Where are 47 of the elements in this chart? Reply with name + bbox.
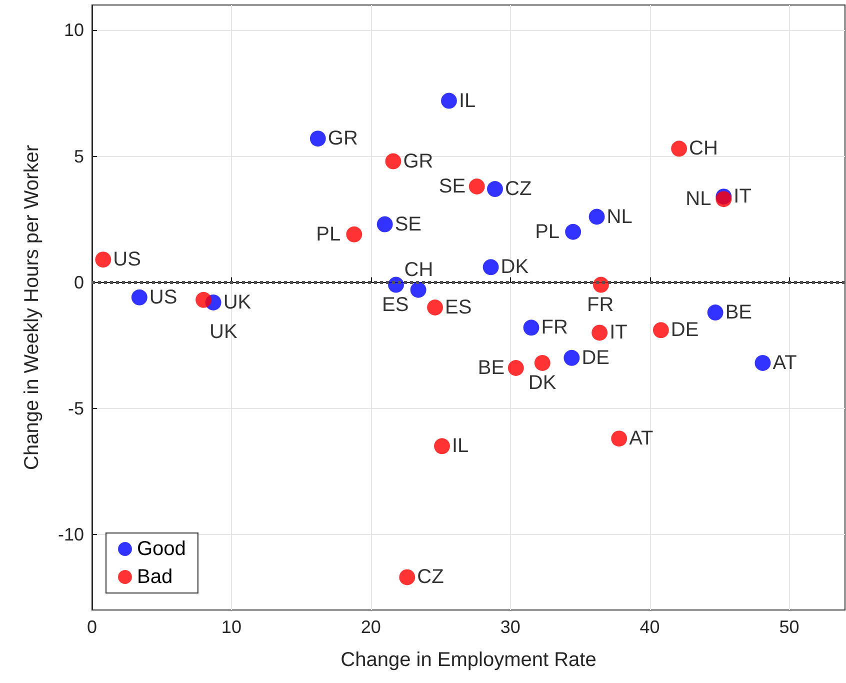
data-label: FR bbox=[541, 316, 568, 339]
data-label: AT bbox=[629, 428, 654, 450]
data-label: ES bbox=[445, 296, 472, 318]
data-label: GR bbox=[403, 150, 434, 172]
legend-label: Bad bbox=[137, 566, 173, 588]
data-label: CH bbox=[689, 138, 718, 160]
data-label: AT bbox=[772, 352, 797, 374]
data-label: DE bbox=[670, 319, 699, 342]
x-tick-label: 30 bbox=[500, 617, 520, 637]
x-tick-label: 20 bbox=[360, 617, 381, 637]
data-label: DK bbox=[528, 372, 557, 394]
data-label: SE bbox=[394, 213, 422, 236]
y-tick-label: -10 bbox=[58, 524, 84, 544]
data-label: IL bbox=[458, 90, 476, 112]
data-label: PL bbox=[535, 220, 560, 243]
y-tick-label: 10 bbox=[64, 20, 84, 40]
x-tick-label: 0 bbox=[86, 617, 98, 637]
x-axis-title: Change in Employment Rate bbox=[340, 649, 596, 671]
data-label: CH bbox=[404, 258, 434, 281]
data-label: PL bbox=[316, 223, 341, 246]
data-label: IT bbox=[734, 186, 752, 208]
data-label: UK bbox=[223, 291, 252, 314]
y-tick-label: 5 bbox=[74, 146, 84, 166]
data-label: DK bbox=[500, 256, 530, 278]
data-label: CZ bbox=[504, 178, 532, 200]
x-tick-label: 10 bbox=[221, 617, 242, 637]
data-label: SE bbox=[438, 176, 466, 198]
data-label: DE bbox=[582, 346, 610, 369]
y-tick-label: -5 bbox=[68, 398, 84, 418]
data-label: IL bbox=[452, 435, 469, 458]
data-label: US bbox=[113, 248, 141, 271]
data-label: NL bbox=[686, 188, 712, 210]
data-label: BE bbox=[478, 357, 505, 379]
data-label: ES bbox=[382, 294, 409, 316]
x-tick-label: 50 bbox=[779, 617, 800, 637]
data-label: BE bbox=[725, 302, 752, 324]
x-tick-label: 40 bbox=[640, 617, 660, 637]
y-tick-label: 0 bbox=[74, 272, 84, 292]
data-label: IT bbox=[610, 322, 628, 344]
data-label: NL bbox=[606, 206, 632, 228]
data-label: UK bbox=[210, 320, 238, 343]
data-label: CZ bbox=[417, 566, 444, 588]
y-axis-title: Change in Weekly Hours per Worker bbox=[21, 144, 43, 470]
legend-label: Good bbox=[137, 538, 186, 560]
data-label: GR bbox=[328, 128, 358, 150]
data-label: FR bbox=[586, 294, 614, 316]
data-label: US bbox=[149, 286, 178, 308]
